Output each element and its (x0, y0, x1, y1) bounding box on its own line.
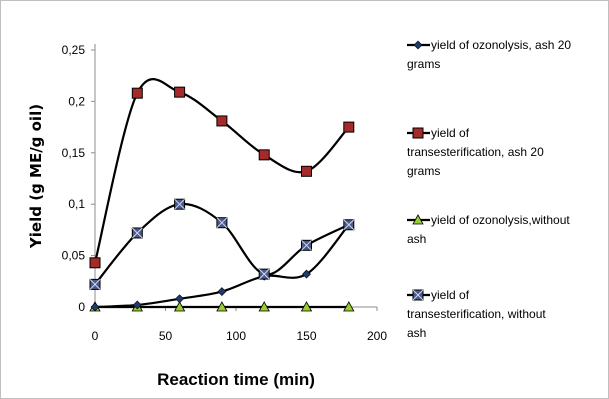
legend-label: ash (407, 326, 426, 340)
x-tick-label: 150 (296, 329, 316, 343)
axis-titles: Reaction time (min) Yield (g ME/g oil) (27, 104, 315, 389)
legend-swatch-marker (413, 40, 423, 50)
series-layer (89, 78, 355, 312)
series-1-point (302, 269, 311, 279)
series-1-point (90, 302, 100, 312)
series-4-point (216, 217, 228, 229)
series-3-point (173, 301, 186, 312)
x-tick-label: 50 (159, 329, 173, 343)
legend-entry-4: yield of transesterification, without ash (407, 288, 546, 340)
series-1-point (217, 287, 227, 297)
series-3-point (258, 301, 270, 312)
series-2-point (89, 257, 101, 269)
series-4-point (301, 239, 312, 251)
series-3-point (343, 301, 355, 312)
legend-label: yield of ozonolysis, ash 20 (431, 38, 571, 52)
legend-label: grams (407, 164, 440, 178)
series-2 (89, 78, 355, 269)
x-axis-title: Reaction time (min) (157, 370, 315, 389)
series-1-point (175, 294, 185, 304)
series-3-point (216, 301, 228, 312)
legend-label: yield of (431, 126, 470, 140)
x-tick-label: 200 (367, 329, 387, 343)
series-4-point (174, 198, 186, 210)
legend-label: yield of ozonolysis,without (431, 213, 570, 227)
series-2-point (131, 87, 143, 99)
legend-label: grams (407, 57, 440, 71)
series-4 (89, 198, 355, 290)
y-tick-label: 0 (78, 300, 85, 314)
y-tick-label: 0,15 (62, 146, 86, 160)
series-4-point (343, 219, 355, 231)
series-1 (90, 220, 354, 312)
y-tick-label: 0,2 (68, 94, 85, 108)
x-tick-label: 100 (226, 329, 246, 343)
series-2-point (174, 86, 186, 98)
series-4-point (131, 227, 143, 239)
series-2-point (301, 165, 312, 177)
y-tick-label: 0,05 (62, 249, 86, 263)
legend-label: yield of (431, 288, 470, 302)
series-1-point (132, 300, 142, 310)
series-2-point (216, 115, 228, 127)
series-3-point (300, 301, 313, 312)
legend-label: transesterification, without (407, 307, 546, 321)
series-4-point (258, 268, 270, 280)
legend-entry-2: yield of transesterification, ash 20 grams (407, 126, 544, 178)
legend-entry-3: yield of ozonolysis,without ash (407, 213, 570, 246)
series-4-point (89, 278, 101, 290)
y-tick-label: 0,25 (62, 43, 86, 57)
legend-label: ash (407, 232, 426, 246)
legend-swatch-marker (412, 214, 424, 225)
legend-swatch-marker (412, 127, 424, 139)
y-axis-title: Yield (g ME/g oil) (27, 104, 45, 249)
y-tick-label: 0,1 (68, 197, 85, 211)
legend-label: transesterification, ash 20 (407, 145, 544, 159)
series-2-point (343, 121, 355, 133)
legend-swatch-marker (412, 289, 424, 301)
series-2-point (258, 149, 270, 161)
x-tick-label: 0 (92, 329, 99, 343)
legend-entry-1: yield of ozonolysis, ash 20 grams (407, 38, 571, 71)
